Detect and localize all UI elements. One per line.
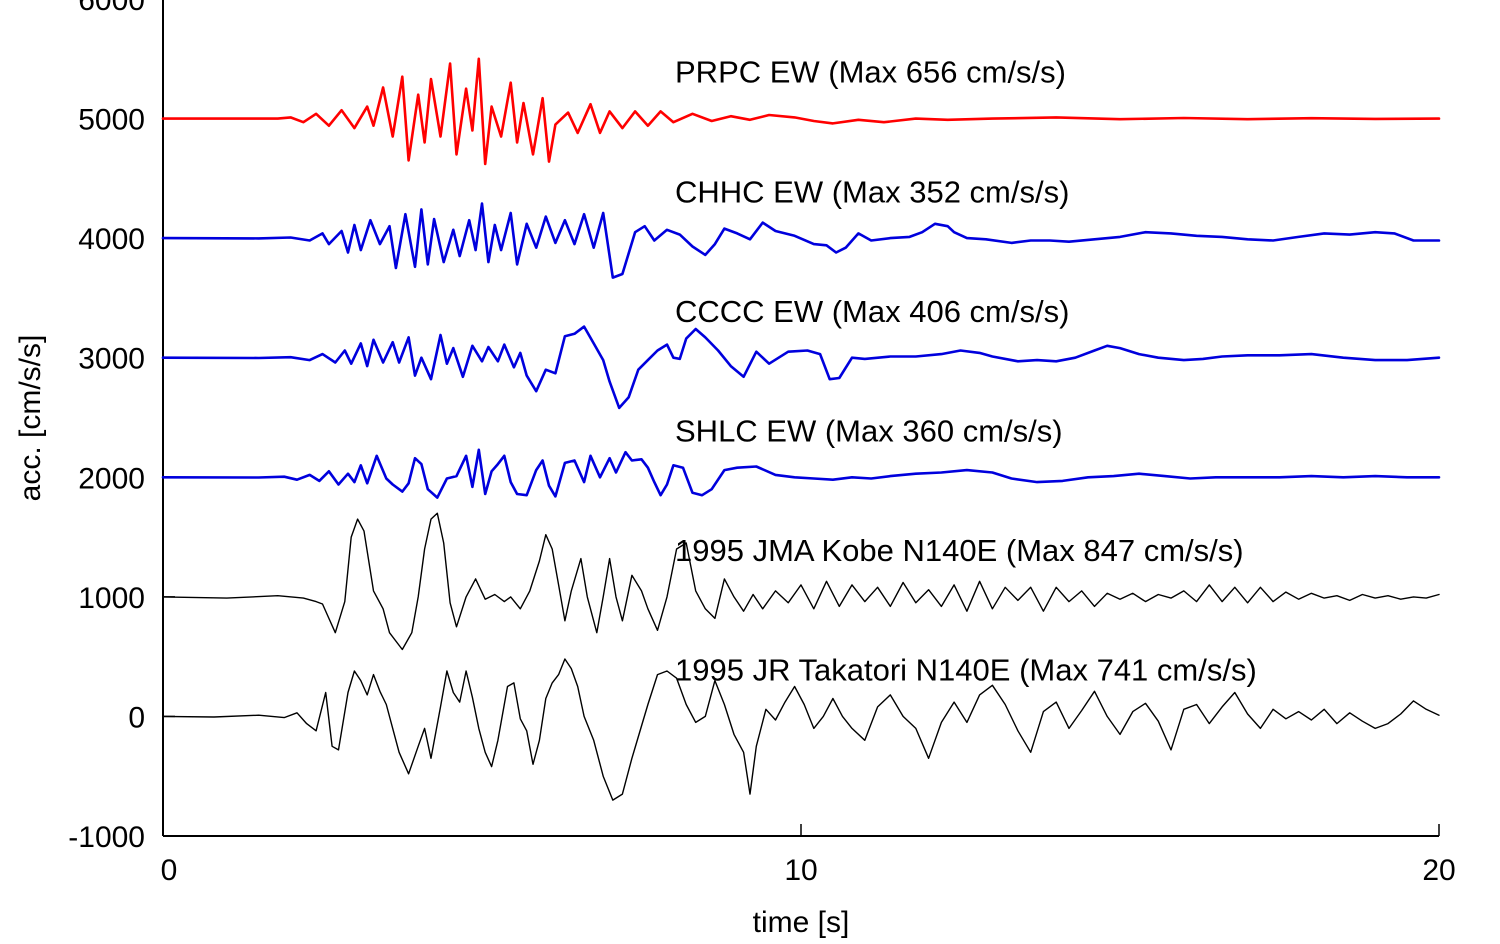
y-tick-label: -1000 [68,821,145,854]
x-axis-title: time [s] [753,906,850,939]
series-labels: PRPC EW (Max 656 cm/s/s) CHHC EW (Max 352… [675,55,1257,688]
series-line-6 [162,658,1440,801]
series-line-2 [161,202,1441,279]
y-tick-label: 3000 [78,343,145,376]
series-line-1 [161,57,1441,166]
series-label-4: SHLC EW (Max 360 cm/s/s) [675,413,1063,448]
series-line-4 [161,448,1441,499]
y-tick-label: 1000 [78,582,145,615]
series-label-3: CCCC EW (Max 406 cm/s/s) [675,294,1069,329]
y-ticks: -1000 0 1000 2000 3000 4000 5000 6000 [68,0,175,854]
series-label-1: PRPC EW (Max 656 cm/s/s) [675,55,1066,90]
series-label-2: CHHC EW (Max 352 cm/s/s) [675,174,1069,209]
y-tick-label: 0 [128,701,145,734]
series-line-3 [161,325,1441,410]
x-ticks: 0 10 20 [161,824,1456,887]
y-tick-label: 2000 [78,462,145,495]
series-layer [161,57,1441,801]
y-axis-title: acc. [cm/s/s] [14,335,47,502]
y-tick-label: 5000 [78,104,145,137]
x-tick-label: 20 [1422,854,1455,887]
x-tick-label: 0 [161,854,178,887]
series-label-5: 1995 JMA Kobe N140E (Max 847 cm/s/s) [675,533,1244,568]
y-tick-label: 6000 [78,0,145,17]
series-label-6: 1995 JR Takatori N140E (Max 741 cm/s/s) [675,653,1257,688]
y-tick-label: 4000 [78,223,145,256]
series-line-5 [162,512,1440,651]
x-tick-label: 10 [784,854,817,887]
